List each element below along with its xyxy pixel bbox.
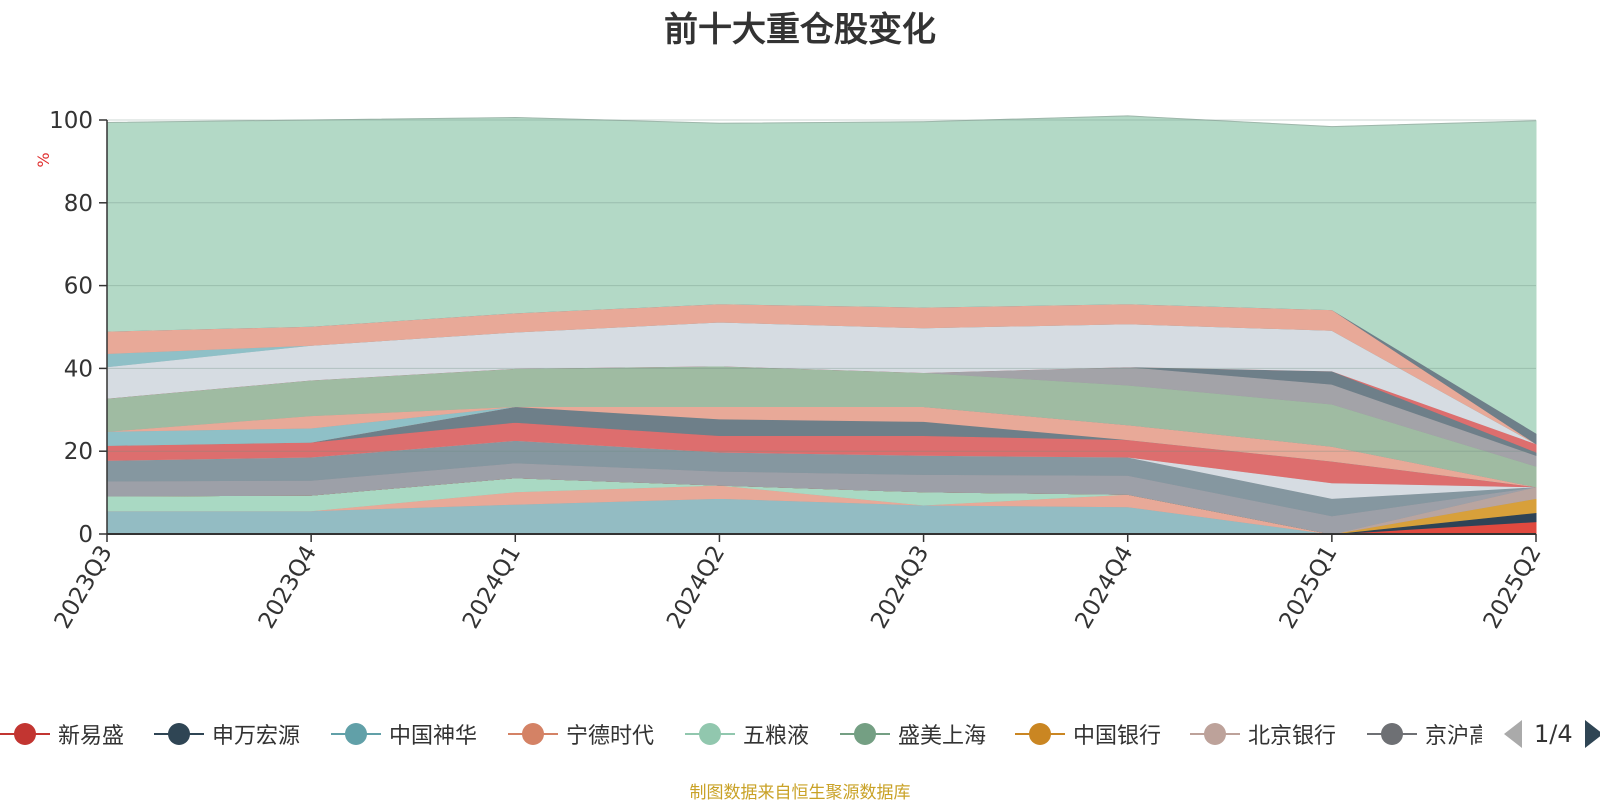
y-tick-label: 40 — [64, 356, 93, 382]
y-tick-label: 60 — [64, 274, 93, 300]
legend-label: 五粮液 — [743, 724, 810, 749]
legend: 新易盛 申万宏源 中国神华 宁德时代 五粮液 盛美上海 中国银行 北京银行 京沪高铁 — [0, 716, 1482, 756]
x-tick-label: 2025Q1 — [1275, 541, 1343, 633]
legend-label: 北京银行 — [1248, 724, 1337, 749]
area-series-group — [106, 115, 1537, 535]
legend-label: 中国银行 — [1073, 724, 1162, 749]
legend-item[interactable]: 申万宏源 — [154, 716, 300, 752]
x-tick-label: 2024Q4 — [1070, 541, 1138, 633]
legend-marker-icon — [685, 716, 735, 752]
x-tick-label: 2024Q2 — [662, 541, 730, 633]
chart-title: 前十大重仓股变化 — [664, 10, 936, 50]
legend-marker-icon — [331, 716, 381, 752]
legend-label: 中国神华 — [389, 724, 478, 749]
y-tick-label: 20 — [64, 439, 93, 465]
legend-prev-arrow-icon[interactable] — [1502, 718, 1526, 750]
y-axis-unit-label: % — [34, 152, 53, 167]
legend-item[interactable]: 中国银行 — [1015, 716, 1161, 752]
legend-item[interactable]: 宁德时代 — [508, 716, 654, 752]
legend-item[interactable]: 五粮液 — [685, 716, 809, 752]
legend-label: 新易盛 — [58, 724, 125, 749]
data-source-note: 制图数据来自恒生聚源数据库 — [689, 783, 911, 803]
legend-marker-icon — [1015, 716, 1065, 752]
y-tick-label: 80 — [64, 191, 93, 217]
legend-pager: 1/4 — [1502, 716, 1600, 752]
grid-lines — [107, 119, 1536, 452]
legend-label: 盛美上海 — [898, 724, 987, 749]
y-tick-label: 0 — [78, 522, 93, 548]
legend-next-arrow-icon[interactable] — [1581, 718, 1600, 750]
legend-marker-icon — [840, 716, 890, 752]
legend-item[interactable]: 新易盛 — [0, 716, 124, 752]
x-tick-label: 2024Q1 — [458, 541, 526, 633]
legend-marker-icon — [0, 716, 50, 752]
legend-item[interactable]: 盛美上海 — [840, 716, 986, 752]
legend-item[interactable]: 中国神华 — [331, 716, 477, 752]
legend-label: 京沪高铁 — [1425, 724, 1482, 749]
legend-marker-icon — [1367, 716, 1417, 752]
x-tick-label: 2023Q4 — [254, 541, 322, 633]
x-tick-label: 2023Q3 — [50, 541, 118, 633]
legend-marker-icon — [154, 716, 204, 752]
legend-marker-icon — [1190, 716, 1240, 752]
area-series-line-23 — [106, 115, 1537, 128]
legend-marker-icon — [508, 716, 558, 752]
area-series-23[interactable] — [106, 115, 1537, 434]
stacked-area-chart: 0 20 40 60 80 100 2023Q3 2023Q4 2024Q1 2024Q2 2024… — [34, 108, 1547, 633]
legend-label: 宁德时代 — [566, 724, 655, 749]
legend-item[interactable]: 北京银行 — [1190, 716, 1336, 752]
x-tick-label: 2025Q2 — [1479, 541, 1547, 633]
legend-page-indicator: 1/4 — [1534, 720, 1573, 748]
y-tick-label: 100 — [49, 108, 93, 134]
legend-label: 申万宏源 — [212, 724, 301, 749]
legend-item[interactable]: 京沪高铁 — [1367, 716, 1482, 752]
x-tick-label: 2024Q3 — [866, 541, 934, 633]
